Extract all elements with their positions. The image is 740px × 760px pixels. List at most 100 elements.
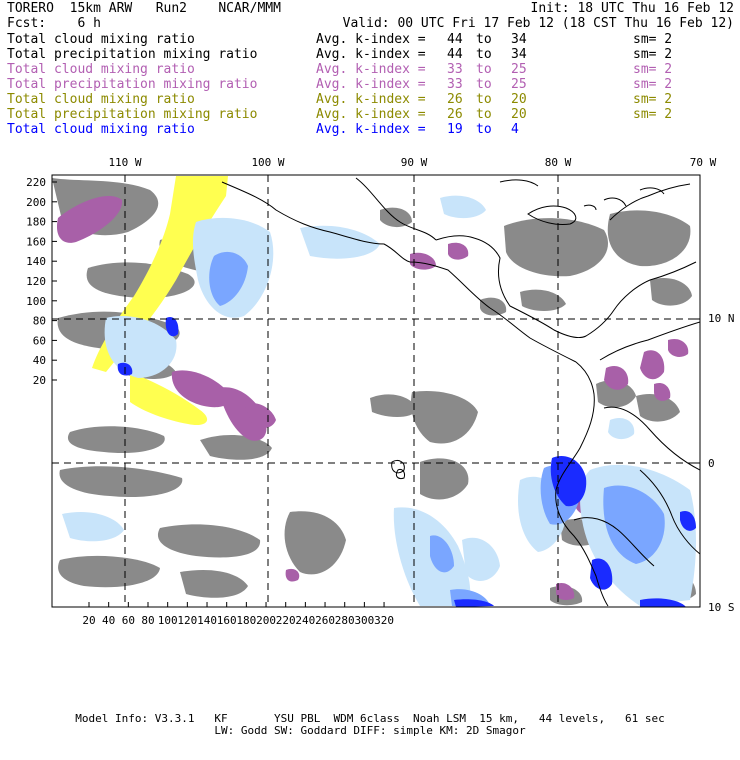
legend-avg: Avg. k-index = bbox=[316, 92, 426, 107]
legend-label: Total precipitation mixing ratio bbox=[7, 107, 258, 122]
y-tick-label: 40 bbox=[33, 354, 46, 367]
x-tick-label: 260 bbox=[315, 614, 335, 627]
x-tick-label: 180 bbox=[236, 614, 256, 627]
legend-sm: sm= 2 bbox=[633, 107, 673, 122]
legend-to: to bbox=[476, 62, 492, 77]
legend-to: to bbox=[476, 92, 492, 107]
legend-sm: sm= 2 bbox=[633, 62, 673, 77]
legend-from: 19 bbox=[447, 122, 463, 137]
x-tick-label: 100 bbox=[158, 614, 178, 627]
legend-from: 26 bbox=[447, 92, 463, 107]
weather-map: 110 W 100 W 90 W 80 W 70 W 10 N 0 10 S 2… bbox=[26, 156, 735, 627]
y-tick-label: 220 bbox=[26, 176, 46, 189]
legend-to: to bbox=[476, 122, 492, 137]
y-tick-label: 80 bbox=[33, 315, 46, 328]
tick-marks bbox=[52, 175, 701, 608]
legend-to: to bbox=[476, 107, 492, 122]
lat-label-0: 0 bbox=[708, 457, 715, 470]
legend-avg: Avg. k-index = bbox=[316, 47, 426, 62]
latitude-labels: 10 N 0 10 S bbox=[708, 312, 735, 614]
legend-sm: sm= 2 bbox=[633, 32, 673, 47]
legend-upto: 20 bbox=[511, 107, 527, 122]
legend-sm: sm= 2 bbox=[633, 77, 673, 92]
x-tick-label: 80 bbox=[141, 614, 154, 627]
legend-sm: sm= 2 bbox=[633, 47, 673, 62]
y-axis-ticks: 220 200 180 160 140 120 100 80 60 40 20 bbox=[26, 176, 46, 387]
legend-upto: 20 bbox=[511, 92, 527, 107]
latlon-grid bbox=[52, 175, 700, 607]
legend-label: Total cloud mixing ratio bbox=[7, 32, 195, 47]
x-axis-ticks: 20 40 60 80 100 120 140 160 180 200 220 240 260 280 30… bbox=[82, 614, 394, 627]
plot-frame bbox=[51, 174, 701, 608]
lon-label-100w: 100 W bbox=[251, 156, 284, 169]
x-tick-label: 300 bbox=[354, 614, 374, 627]
legend-upto: 25 bbox=[511, 62, 527, 77]
x-tick-label: 120 bbox=[177, 614, 197, 627]
legend-avg: Avg. k-index = bbox=[316, 107, 426, 122]
legend-avg: Avg. k-index = bbox=[316, 77, 426, 92]
legend-upto: 4 bbox=[511, 122, 519, 137]
lat-label-10s: 10 S bbox=[708, 601, 735, 614]
legend-from: 26 bbox=[447, 107, 463, 122]
legend-label: Total cloud mixing ratio bbox=[7, 122, 195, 137]
x-tick-label: 40 bbox=[102, 614, 115, 627]
legend-row: Total cloud mixing ratio Avg. k-index = 44… bbox=[7, 32, 733, 47]
blue-fields bbox=[117, 316, 696, 607]
legend-sm: sm= 2 bbox=[633, 92, 673, 107]
y-tick-label: 120 bbox=[26, 275, 46, 288]
legend-upto: 25 bbox=[511, 77, 527, 92]
legend-from: 33 bbox=[447, 77, 463, 92]
legend-row: Total cloud mixing ratio Avg. k-index = 33… bbox=[7, 62, 733, 77]
legend-row: Total precipitation mixing ratio Avg. k-i… bbox=[7, 47, 733, 62]
y-tick-label: 180 bbox=[26, 216, 46, 229]
forecast-hour: Fcst: 6 h bbox=[7, 16, 101, 31]
coastlines bbox=[221, 177, 700, 607]
init-time: Init: 18 UTC Thu 16 Feb 12 bbox=[530, 1, 735, 16]
x-tick-label: 320 bbox=[374, 614, 394, 627]
legend-upto: 34 bbox=[511, 47, 527, 62]
legend-from: 44 bbox=[447, 32, 463, 47]
valid-time: Valid: 00 UTC Fri 17 Feb 12 (18 CST Thu … bbox=[342, 16, 734, 31]
legend-label: Total cloud mixing ratio bbox=[7, 62, 195, 77]
x-tick-label: 140 bbox=[197, 614, 217, 627]
x-tick-label: 20 bbox=[82, 614, 95, 627]
lon-label-110w: 110 W bbox=[108, 156, 141, 169]
model-info-line2: LW: Godd SW: Goddard DIFF: simple KM: 2D… bbox=[214, 724, 526, 737]
legend-from: 44 bbox=[447, 47, 463, 62]
legend-label: Total cloud mixing ratio bbox=[7, 92, 195, 107]
legend-from: 33 bbox=[447, 62, 463, 77]
lon-label-70w: 70 W bbox=[690, 156, 717, 169]
x-tick-label: 200 bbox=[256, 614, 276, 627]
plot-area bbox=[52, 175, 700, 607]
x-tick-label: 220 bbox=[276, 614, 296, 627]
legend-avg: Avg. k-index = bbox=[316, 122, 426, 137]
x-tick-label: 60 bbox=[122, 614, 135, 627]
legend-to: to bbox=[476, 32, 492, 47]
y-tick-label: 100 bbox=[26, 295, 46, 308]
legend-row: Total cloud mixing ratio Avg. k-index = 19… bbox=[7, 122, 733, 137]
legend-to: to bbox=[476, 77, 492, 92]
lon-label-80w: 80 W bbox=[545, 156, 572, 169]
lat-label-10n: 10 N bbox=[708, 312, 735, 325]
x-tick-label: 160 bbox=[217, 614, 237, 627]
legend-label: Total precipitation mixing ratio bbox=[7, 47, 258, 62]
legend-row: Total precipitation mixing ratio Avg. k-i… bbox=[7, 107, 733, 122]
x-tick-label: 280 bbox=[335, 614, 355, 627]
y-tick-label: 160 bbox=[26, 235, 46, 248]
y-tick-label: 60 bbox=[33, 334, 46, 347]
legend-label: Total precipitation mixing ratio bbox=[7, 77, 258, 92]
model-title: TORERO 15km ARW Run2 NCAR/MMM bbox=[7, 1, 281, 16]
y-tick-label: 200 bbox=[26, 196, 46, 209]
y-tick-label: 140 bbox=[26, 255, 46, 268]
x-tick-label: 240 bbox=[295, 614, 315, 627]
y-tick-label: 20 bbox=[33, 374, 46, 387]
legend-row: Total cloud mixing ratio Avg. k-index = 26… bbox=[7, 92, 733, 107]
legend-upto: 34 bbox=[511, 32, 527, 47]
legend-avg: Avg. k-index = bbox=[316, 32, 426, 47]
legend-row: Total precipitation mixing ratio Avg. k-i… bbox=[7, 77, 733, 92]
longitude-labels: 110 W 100 W 90 W 80 W 70 W bbox=[108, 156, 716, 169]
legend-to: to bbox=[476, 47, 492, 62]
lon-label-90w: 90 W bbox=[401, 156, 428, 169]
legend-avg: Avg. k-index = bbox=[316, 62, 426, 77]
model-info-line1: Model Info: V3.3.1 KF YSU PBL WDM 6class… bbox=[75, 712, 665, 725]
